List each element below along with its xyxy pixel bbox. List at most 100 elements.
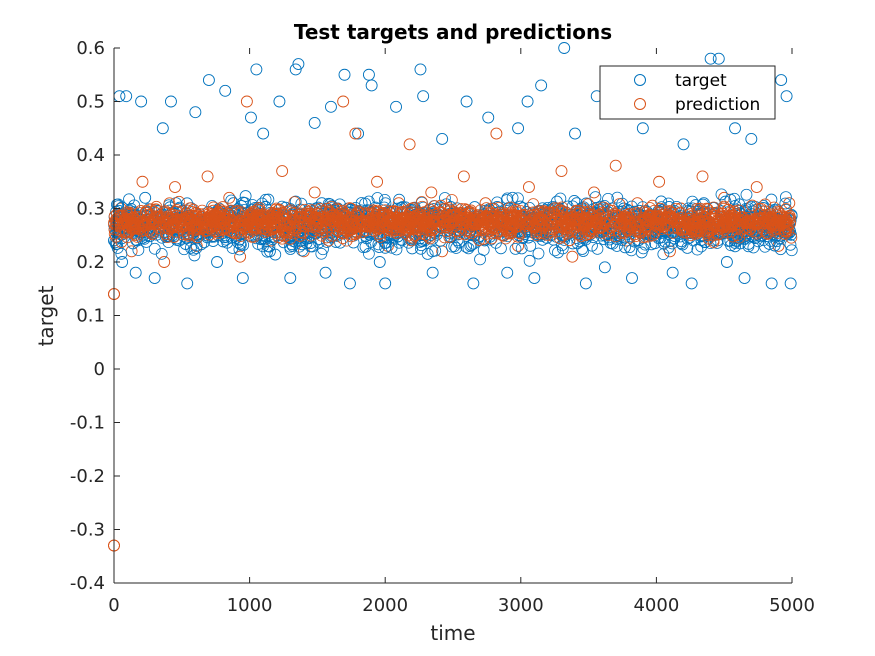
data-point-prediction xyxy=(352,205,365,218)
data-point-prediction xyxy=(761,228,774,240)
data-point-prediction xyxy=(235,219,248,232)
data-point-prediction xyxy=(556,230,569,243)
data-point-prediction xyxy=(218,209,231,222)
data-point-target xyxy=(148,272,161,284)
data-point-prediction xyxy=(538,205,550,217)
data-point-prediction xyxy=(260,223,273,236)
data-point-prediction xyxy=(527,198,540,211)
data-point-prediction xyxy=(566,250,579,263)
x-tick-label: 1000 xyxy=(227,595,273,616)
plot-area xyxy=(114,48,792,583)
data-point-prediction xyxy=(486,202,499,215)
data-point-target xyxy=(779,191,792,203)
data-point-target xyxy=(237,196,249,209)
data-point-target xyxy=(598,261,611,274)
data-point-target xyxy=(352,127,365,140)
data-point-prediction xyxy=(276,165,289,178)
data-point-prediction xyxy=(553,220,566,233)
data-point-target xyxy=(414,242,427,255)
legend-box xyxy=(599,65,776,120)
data-point-target xyxy=(378,193,391,206)
data-point-prediction xyxy=(409,229,422,241)
data-point-prediction xyxy=(614,227,626,240)
data-point-prediction xyxy=(390,227,403,239)
data-point-prediction xyxy=(376,209,389,222)
data-point-prediction xyxy=(546,217,558,229)
data-point-target xyxy=(515,242,528,255)
data-point-prediction xyxy=(690,223,703,236)
data-point-prediction xyxy=(171,209,184,222)
data-point-target xyxy=(338,68,351,81)
data-point-target xyxy=(535,79,548,92)
y-tick-label: 0.6 xyxy=(76,38,105,59)
data-point-prediction xyxy=(333,220,346,233)
data-point-prediction xyxy=(652,221,665,234)
data-point-prediction xyxy=(329,216,342,229)
data-point-prediction xyxy=(476,216,489,229)
data-point-target xyxy=(426,266,439,279)
data-point-prediction xyxy=(120,206,133,219)
data-point-target xyxy=(780,90,793,103)
data-point-prediction xyxy=(464,207,477,220)
data-point-prediction xyxy=(783,197,796,210)
data-point-prediction xyxy=(136,175,149,188)
data-point-target xyxy=(148,242,161,255)
data-point-prediction xyxy=(444,218,457,231)
data-point-prediction xyxy=(145,225,157,238)
data-point-target xyxy=(295,197,308,210)
data-point-prediction xyxy=(185,222,198,235)
data-point-target xyxy=(619,241,631,254)
data-point-prediction xyxy=(376,215,389,228)
y-tick-label: -0.1 xyxy=(70,413,105,434)
data-point-prediction xyxy=(580,206,593,219)
data-point-target xyxy=(379,277,392,290)
data-point-target xyxy=(591,242,604,255)
data-point-prediction xyxy=(709,210,721,222)
data-point-prediction xyxy=(211,209,224,221)
data-point-prediction xyxy=(187,228,200,241)
data-point-prediction xyxy=(345,218,358,231)
data-point-target xyxy=(135,95,148,108)
legend-marker-target xyxy=(634,74,646,86)
data-point-prediction xyxy=(275,229,288,241)
data-point-prediction xyxy=(233,222,245,235)
data-point-prediction xyxy=(503,227,516,240)
data-point-target xyxy=(245,111,257,124)
data-point-target xyxy=(325,100,337,113)
data-point-target xyxy=(757,234,770,247)
data-point-target xyxy=(373,256,386,268)
data-point-prediction xyxy=(750,181,763,194)
data-point-prediction xyxy=(269,227,282,239)
data-point-prediction xyxy=(271,212,284,224)
data-point-prediction xyxy=(609,159,622,172)
data-point-prediction xyxy=(582,198,594,211)
data-point-prediction xyxy=(731,223,744,236)
data-point-target xyxy=(436,132,449,145)
data-point-prediction xyxy=(195,210,208,223)
y-tick-label: -0.3 xyxy=(70,520,105,541)
data-point-prediction xyxy=(437,211,450,224)
data-point-prediction xyxy=(695,225,708,238)
data-point-prediction xyxy=(718,224,731,236)
data-point-target xyxy=(779,197,792,210)
data-point-target xyxy=(259,193,272,206)
data-point-target xyxy=(120,90,133,103)
data-point-prediction xyxy=(507,219,520,232)
data-point-target xyxy=(139,191,152,204)
data-point-target xyxy=(262,193,275,206)
data-point-target xyxy=(725,239,737,252)
data-point-prediction xyxy=(768,201,780,214)
data-point-target xyxy=(569,127,581,140)
data-point-target xyxy=(315,247,328,260)
y-tick-label: 0.2 xyxy=(76,252,105,273)
data-point-prediction xyxy=(497,221,510,233)
data-point-prediction xyxy=(125,215,138,228)
data-point-target xyxy=(317,243,329,256)
y-tick-label: 0.1 xyxy=(76,306,105,327)
data-point-target xyxy=(509,242,522,255)
y-tick-label: 0.3 xyxy=(76,199,105,220)
data-point-prediction xyxy=(692,204,705,217)
data-point-target xyxy=(181,277,194,290)
data-point-prediction xyxy=(764,221,777,233)
